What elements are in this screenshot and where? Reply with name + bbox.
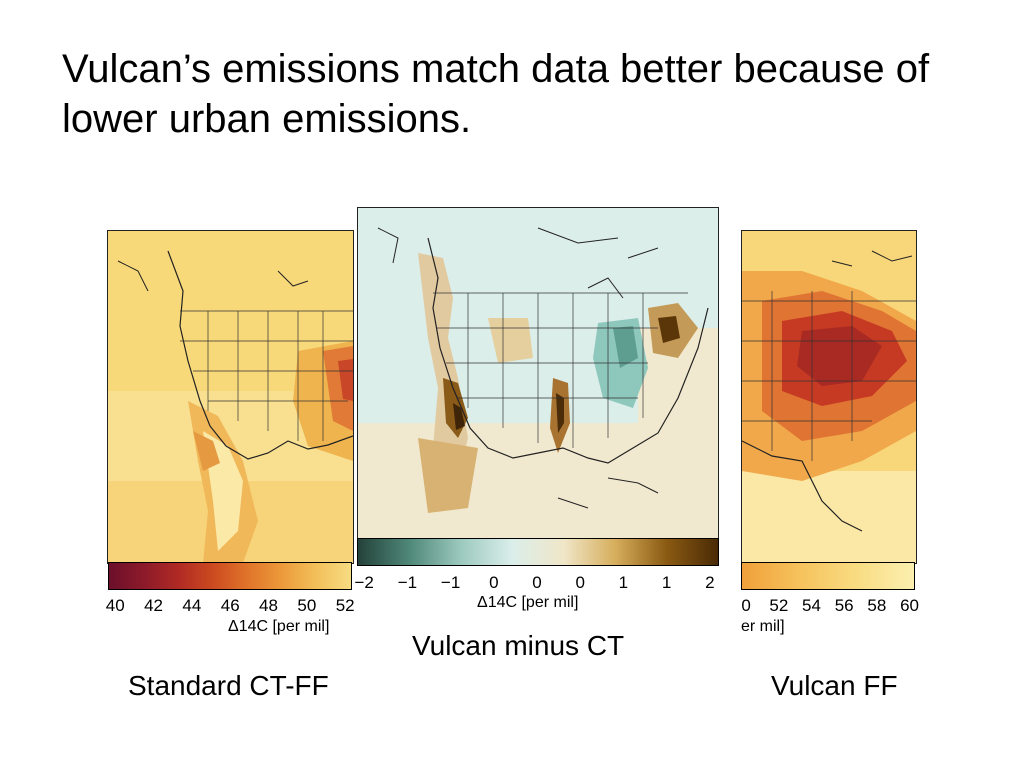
colorbar-tick-label: 50: [297, 596, 317, 615]
slide-title: Vulcan’s emissions match data better bec…: [62, 44, 982, 144]
colorbar-tick-label: 0: [741, 596, 751, 615]
colorbar-tick-label: 46: [220, 596, 240, 615]
title-line-1: Vulcan’s emissions match data better bec…: [62, 47, 930, 91]
right-colorbar: [741, 562, 915, 590]
left-colorbar-label: Δ14C [per mil]: [228, 618, 330, 635]
colorbar-tick-label: 60: [900, 596, 920, 615]
colorbar-tick-label: 42: [144, 596, 164, 615]
colorbar-tick-label: 52: [769, 596, 789, 615]
colorbar-tick-label: 2: [705, 573, 715, 592]
colorbar-tick-label: 0: [575, 573, 585, 592]
colorbar-tick-label: 44: [182, 596, 202, 615]
left-map-panel: [107, 230, 354, 564]
middle-map-panel: [357, 207, 719, 539]
title-line-2: lower urban emissions.: [62, 97, 472, 141]
colorbar-tick-label: 0: [532, 573, 542, 592]
colorbar-tick-label: 54: [802, 596, 821, 615]
colorbar-tick-label: −1: [440, 573, 461, 592]
colorbar-tick-label: 1: [661, 573, 672, 592]
colorbar-tick-label: 40: [105, 596, 125, 615]
colorbar-tick-label: 58: [867, 596, 887, 615]
right-caption: Vulcan FF: [771, 670, 898, 701]
middle-colorbar: [357, 538, 719, 566]
left-map: [108, 231, 353, 563]
right-map-panel: [741, 230, 917, 564]
colorbar-tick-label: −1: [397, 573, 418, 592]
right-map: [742, 231, 916, 563]
colorbar-tick-label: 48: [259, 596, 278, 615]
middle-caption: Vulcan minus CT: [412, 630, 625, 661]
left-caption: Standard CT-FF: [128, 670, 329, 701]
colorbar-tick-label: −2: [354, 573, 374, 592]
colorbar-tick-label: 52: [335, 596, 355, 615]
middle-colorbar-label: Δ14C [per mil]: [477, 594, 579, 611]
right-colorbar-label: er mil]: [741, 618, 785, 635]
middle-map: [358, 208, 718, 538]
colorbar-tick-label: 56: [834, 596, 854, 615]
colorbar-tick-label: 0: [489, 573, 499, 592]
left-colorbar: [108, 562, 352, 590]
colorbar-tick-label: 1: [618, 573, 629, 592]
